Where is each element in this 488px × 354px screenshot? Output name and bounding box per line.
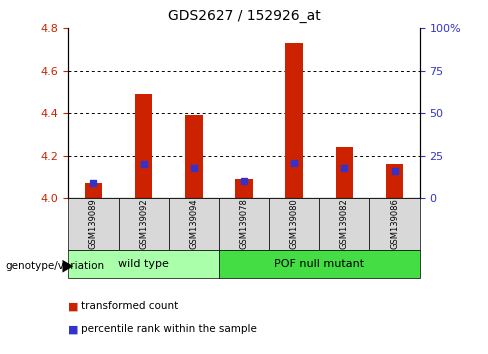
Bar [285, 43, 303, 198]
Bar [185, 115, 203, 198]
Bar [68, 250, 219, 278]
Bar [336, 147, 353, 198]
Text: transformed count: transformed count [81, 301, 178, 311]
Text: GDS2627 / 152926_at: GDS2627 / 152926_at [167, 9, 321, 23]
Text: ■: ■ [68, 324, 79, 334]
Bar [269, 198, 319, 250]
Bar [135, 94, 152, 198]
Text: ■: ■ [68, 301, 79, 311]
Text: GSM139086: GSM139086 [390, 199, 399, 249]
Bar [68, 198, 119, 250]
Text: percentile rank within the sample: percentile rank within the sample [81, 324, 256, 334]
Text: POF null mutant: POF null mutant [274, 259, 365, 269]
Bar [169, 198, 219, 250]
Text: GSM139092: GSM139092 [139, 199, 148, 249]
Text: GSM139089: GSM139089 [89, 199, 98, 249]
Bar [219, 250, 420, 278]
Bar [319, 198, 369, 250]
Bar [84, 183, 102, 198]
Text: GSM139094: GSM139094 [189, 199, 198, 249]
Text: GSM139080: GSM139080 [290, 199, 299, 249]
Text: GSM139082: GSM139082 [340, 199, 349, 249]
Text: GSM139078: GSM139078 [240, 199, 248, 249]
Text: genotype/variation: genotype/variation [5, 261, 104, 271]
Bar [119, 198, 169, 250]
Text: wild type: wild type [118, 259, 169, 269]
Bar [369, 198, 420, 250]
Bar [386, 164, 404, 198]
Bar [235, 179, 253, 198]
Bar [219, 198, 269, 250]
